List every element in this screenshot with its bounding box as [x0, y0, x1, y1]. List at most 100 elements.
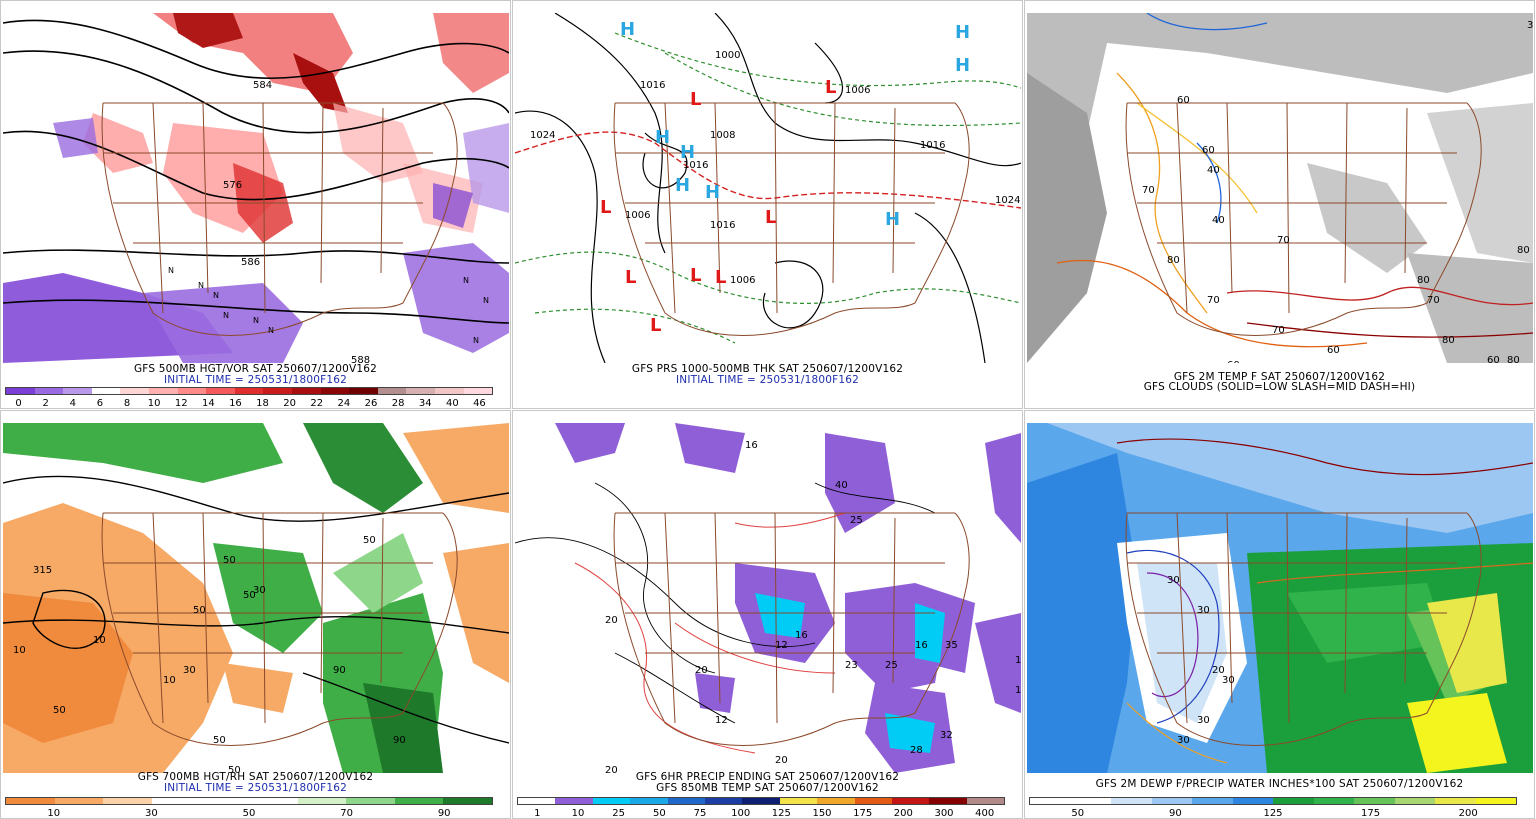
contour-label: 13 — [1015, 655, 1021, 666]
pwat-colorbar-ticks: 50 90 125 175 200 — [1029, 808, 1517, 819]
temperature-clouds-map: 32 60 70 80 60 40 70 40 60 70 70 80 60 70 80 80 60 80 — [1027, 13, 1533, 363]
contour-label: 10 — [163, 675, 176, 686]
high-pressure-marker: H — [655, 127, 670, 148]
contour-label: 40 — [835, 480, 848, 491]
low-pressure-marker: L — [690, 89, 701, 110]
contour-label: 40 — [1207, 165, 1220, 176]
colorbar-tick-label: 125 — [1263, 808, 1283, 819]
panel-500mb-hgt-vor: 584 576 586 588 N N N N N N N N N GFS 500MB HGT/VOR … — [0, 0, 511, 409]
low-pressure-marker: L — [650, 315, 661, 336]
colorbar-swatch — [248, 798, 298, 804]
colorbar-tick-label: 200 — [893, 808, 913, 819]
contour-label: 30 — [183, 665, 196, 676]
colorbar-swatch — [592, 798, 631, 804]
contour-label: 315 — [33, 565, 52, 576]
contour-label: 20 — [775, 755, 788, 766]
colorbar-swatch — [234, 388, 264, 394]
colorbar-swatch — [103, 798, 152, 804]
colorbar-tick-label: 4 — [69, 398, 76, 409]
colorbar-tick-label: 50 — [242, 808, 256, 819]
colorbar-swatch — [291, 388, 321, 394]
colorbar-tick-label: 10 — [47, 808, 61, 819]
colorbar-swatch — [1111, 798, 1152, 804]
colorbar-tick-label: 10 — [147, 398, 161, 409]
panel4-initial-time: INITIAL TIME = 250531/1800F162 — [163, 782, 348, 794]
colorbar-swatch — [120, 388, 149, 394]
panel3-title: GFS 2M TEMP F SAT 250607/1200V162 — [1173, 371, 1386, 383]
high-pressure-marker: H — [705, 182, 720, 203]
colorbar-tick-label: 175 — [1361, 808, 1381, 819]
contour-label: 1016 — [683, 160, 708, 171]
colorbar-tick-label: 90 — [1169, 808, 1182, 819]
contour-label: 30 — [1167, 575, 1180, 586]
contour-label: 80 — [1442, 335, 1455, 346]
colorbar-tick-label: 8 — [123, 398, 131, 409]
colorbar-tick-label: 14 — [201, 398, 215, 409]
panel-prs-thickness: 1000 1016 1006 1024 1006 1016 1016 1016 1008 1006… — [512, 0, 1023, 409]
contour-label: 70 — [1427, 295, 1440, 306]
colorbar-tick-label: 75 — [693, 808, 707, 819]
contour-label: 50 — [243, 590, 256, 601]
colorbar-swatch — [1232, 798, 1273, 804]
colorbar-tick-label: 20 — [283, 398, 297, 409]
precip-colorbar — [517, 797, 1005, 805]
colorbar-tick-label: 200 — [1458, 808, 1478, 819]
colorbar-swatch — [742, 798, 780, 804]
colorbar-swatch — [434, 388, 464, 394]
contour-label: 16 — [915, 640, 928, 651]
contour-label: 90 — [333, 665, 346, 676]
contour-label: 80 — [1167, 255, 1180, 266]
contour-label: 50 — [223, 555, 236, 566]
colorbar-tick-label: 10 — [571, 808, 585, 819]
colorbar-swatch — [206, 388, 235, 394]
high-pressure-marker: H — [955, 22, 970, 43]
colorbar-tick-label: 16 — [229, 398, 242, 409]
colorbar-tick-label: 1 — [534, 808, 541, 819]
colorbar-swatch — [555, 798, 593, 804]
colorbar-swatch — [63, 388, 92, 394]
colorbar-tick-label: 125 — [771, 808, 791, 819]
contour-label: 60 — [1177, 95, 1190, 106]
vorticity-map: 584 576 586 588 N N N N N N N N N — [3, 13, 509, 363]
colorbar-tick-label: 18 — [256, 398, 269, 409]
colorbar-tick-label: 6 — [96, 398, 104, 409]
colorbar-tick-label: 24 — [337, 398, 351, 409]
colorbar-swatch — [966, 798, 1005, 804]
panel3-clouds-legend: GFS CLOUDS (SOLID=LOW SLASH=MID DASH=HI) — [1143, 381, 1416, 393]
colorbar-tick-label: 90 — [437, 808, 451, 819]
vorticity-min-marker: N — [253, 316, 259, 325]
colorbar-swatch — [463, 388, 493, 394]
colorbar-tick-label: 175 — [853, 808, 873, 819]
high-pressure-marker: H — [680, 142, 695, 163]
colorbar-swatch — [1435, 798, 1476, 804]
colorbar-swatch — [704, 798, 743, 804]
panel6-title: GFS 2M DEWP F/PRECIP WATER INCHES*100 SA… — [1095, 778, 1464, 790]
low-pressure-marker: L — [690, 265, 701, 286]
high-pressure-marker: H — [955, 55, 970, 76]
colorbar-swatch — [854, 798, 892, 804]
contour-label: 40 — [1212, 215, 1225, 226]
contour-label: 12 — [715, 715, 728, 726]
colorbar-swatch — [6, 388, 35, 394]
contour-label: 10 — [93, 635, 106, 646]
contour-label: 25 — [885, 660, 898, 671]
contour-label: 13 — [1015, 685, 1021, 696]
colorbar-swatch — [929, 798, 967, 804]
panel1-title: GFS 500MB HGT/VOR SAT 250607/1200V162 — [133, 363, 378, 375]
colorbar-swatch — [443, 798, 492, 804]
colorbar-swatch — [34, 388, 64, 394]
contour-label: 1006 — [845, 85, 870, 96]
contour-label: 60 — [1327, 345, 1340, 356]
precip-colorbar-ticks: 1 10 25 50 75 100 125 150 175 200 300 400 — [517, 808, 1005, 819]
vorticity-colorbar-ticks: 0 2 4 6 8 10 12 14 16 18 20 22 24 26 28 34 40 46 — [5, 398, 493, 409]
contour-label: 70 — [1272, 325, 1285, 336]
contour-label: 30 — [253, 585, 266, 596]
colorbar-swatch — [91, 388, 121, 394]
colorbar-swatch — [1030, 798, 1071, 804]
high-pressure-marker: H — [620, 19, 635, 40]
contour-label: 1024 — [995, 195, 1020, 206]
contour-label: 28 — [910, 745, 923, 756]
contour-label: 35 — [945, 640, 958, 651]
colorbar-swatch — [1354, 798, 1395, 804]
colorbar-swatch — [1151, 798, 1192, 804]
